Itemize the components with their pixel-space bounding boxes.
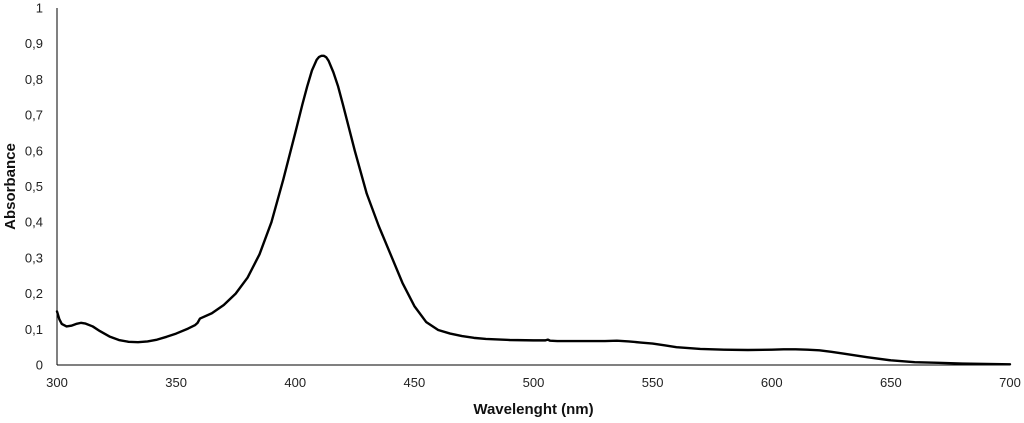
y-axis-ticks: 0 0,1 0,2 0,3 0,4 0,5 0,6 0,7 0,8 0,9 1 [25, 1, 43, 373]
y-tick-label: 0,8 [25, 72, 43, 87]
x-axis-title: Wavelenght (nm) [473, 401, 593, 418]
y-tick-label: 0 [36, 358, 43, 373]
y-tick-label: 0,1 [25, 322, 43, 337]
x-tick-label: 600 [761, 375, 783, 390]
y-tick-label: 0,9 [25, 36, 43, 51]
y-tick-label: 0,6 [25, 143, 43, 158]
x-axis-ticks: 300 350 400 450 500 550 600 650 700 [46, 375, 1021, 390]
x-tick-label: 500 [523, 375, 545, 390]
y-tick-label: 0,4 [25, 215, 43, 230]
x-tick-label: 650 [880, 375, 902, 390]
x-tick-label: 400 [284, 375, 306, 390]
y-tick-label: 0,3 [25, 250, 43, 265]
x-tick-label: 700 [999, 375, 1021, 390]
y-tick-label: 0,7 [25, 108, 43, 123]
y-axis-title: Absorbance [2, 143, 19, 230]
y-tick-label: 1 [36, 1, 43, 16]
x-tick-label: 550 [642, 375, 664, 390]
y-tick-label: 0,2 [25, 286, 43, 301]
x-tick-label: 350 [165, 375, 187, 390]
x-tick-label: 300 [46, 375, 68, 390]
x-tick-label: 450 [404, 375, 426, 390]
series-line-absorbance [55, 54, 1012, 366]
y-tick-label: 0,5 [25, 179, 43, 194]
